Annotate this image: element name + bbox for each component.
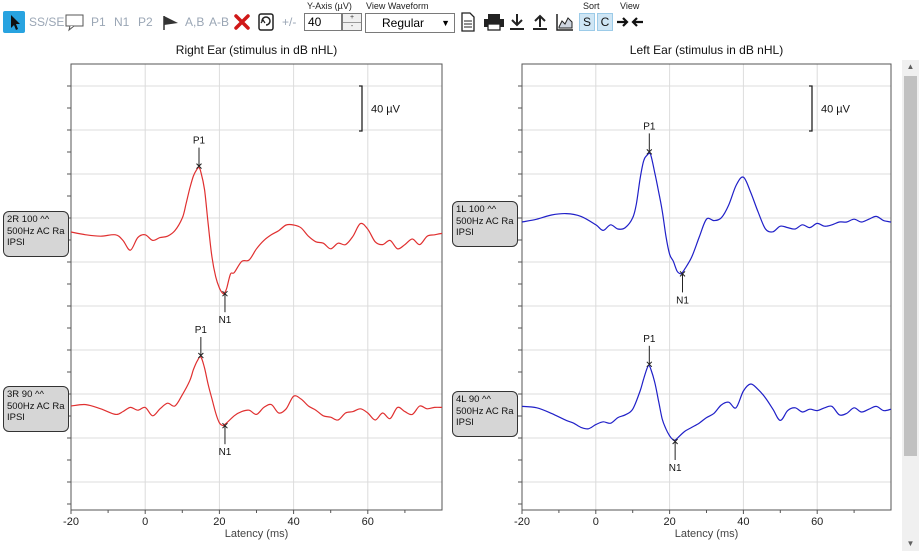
p1-marker[interactable] [646, 149, 653, 155]
sort-c-button[interactable]: C [597, 13, 613, 31]
p1-marker-label: P1 [643, 334, 656, 345]
sort-label: Sort [583, 1, 600, 11]
trace-label-line: IPSI [7, 237, 25, 248]
plot-frame [521, 63, 892, 511]
comment-icon[interactable] [64, 12, 86, 32]
n1-marker[interactable] [222, 290, 228, 297]
trace-label-1l[interactable]: 1L 100 ^^ 500Hz AC Ra IPSI [452, 201, 518, 247]
area-chart-icon[interactable] [555, 12, 575, 32]
refresh-icon[interactable] [256, 11, 276, 33]
waveform-trace-4l[interactable] [521, 364, 892, 441]
ss-se-button[interactable]: SS/SE [29, 15, 65, 29]
select-tool-button[interactable] [3, 11, 25, 33]
n1-marker-label: N1 [219, 315, 232, 326]
trace-label-2r[interactable]: 2R 100 ^^ 500Hz AC Ra IPSI [3, 211, 69, 257]
trace-label-line: 4L 90 ^^ [456, 394, 491, 405]
trace-label-line: 500Hz AC Ra [7, 400, 65, 412]
y-axis-label: Y-Axis (µV) [307, 1, 352, 11]
plus-minus-button[interactable]: +/- [282, 15, 297, 29]
p1-marker-label: P1 [643, 121, 656, 132]
n1-marker-label: N1 [669, 463, 682, 474]
p1-marker-label: P1 [195, 325, 208, 336]
cursor-icon [11, 15, 20, 30]
ab-comma-button[interactable]: A,B [185, 15, 205, 29]
y-axis-spinner[interactable]: + - [342, 13, 362, 31]
scale-bar-label: 40 µV [371, 104, 401, 116]
arrows-in-icon[interactable] [616, 15, 644, 29]
dropdown-arrow-icon: ▼ [441, 18, 450, 28]
x-axis-label: Latency (ms) [675, 528, 739, 540]
document-icon[interactable] [460, 12, 476, 32]
spin-down-icon[interactable]: - [350, 23, 354, 30]
p1-marker[interactable] [196, 163, 202, 169]
chart-title: Left Ear (stimulus in dB nHL) [630, 43, 783, 57]
p1-marker[interactable] [197, 352, 204, 359]
x-tick-label: -20 [63, 516, 79, 528]
upload-icon[interactable] [531, 12, 549, 32]
scale-bar [809, 85, 813, 132]
view-waveform-value: Regular [382, 16, 425, 30]
n1-marker[interactable] [672, 438, 678, 445]
scale-bar-label: 40 µV [821, 104, 851, 116]
x-tick-label: 40 [737, 516, 749, 528]
p2-marker-button[interactable]: P2 [138, 15, 153, 29]
vertical-scrollbar[interactable]: ▲ ▼ [902, 60, 919, 551]
x-tick-label: 20 [663, 516, 675, 528]
x-tick-label: 0 [142, 516, 148, 528]
trace-label-line: IPSI [456, 417, 474, 428]
scale-bar [359, 85, 363, 132]
flag-icon[interactable] [162, 12, 180, 32]
trace-label-line: 500Hz AC Ra [456, 215, 514, 227]
view-label: View [620, 1, 640, 11]
waveform-trace-2r[interactable] [70, 166, 443, 295]
x-axis-label: Latency (ms) [225, 528, 289, 540]
x-tick-label: -20 [514, 516, 530, 528]
delete-icon[interactable] [233, 13, 251, 31]
scrollbar-thumb[interactable] [904, 76, 917, 456]
n1-marker-button[interactable]: N1 [114, 15, 130, 29]
plot-frame [70, 63, 443, 511]
view-waveform-select[interactable]: Regular ▼ [365, 13, 455, 33]
sort-s-button[interactable]: S [579, 13, 595, 31]
trace-label-4l[interactable]: 4L 90 ^^ 500Hz AC Ra IPSI [452, 391, 518, 437]
ab-minus-button[interactable]: A-B [209, 15, 230, 29]
download-icon[interactable] [508, 12, 526, 32]
n1-marker[interactable] [222, 422, 228, 429]
trace-label-line: 1L 100 ^^ [456, 204, 497, 215]
view-waveform-label: View Waveform [366, 1, 429, 11]
waveform-area: Right Ear (stimulus in dB nHL) -20 0 20 40 60… [63, 43, 892, 540]
toolbar: SS/SE P1 N1 P2 A,B A-B +/- Y-Axis (µV) 4… [0, 0, 919, 38]
y-axis-input[interactable]: 40 [304, 13, 342, 31]
scroll-up-icon[interactable]: ▲ [906, 62, 915, 71]
waveform-trace-3r[interactable] [70, 356, 443, 427]
trace-label-3r[interactable]: 3R 90 ^^ 500Hz AC Ra IPSI [3, 386, 69, 432]
scroll-down-icon[interactable]: ▼ [906, 539, 915, 548]
p1-marker[interactable] [646, 361, 653, 368]
right-ear-chart: Right Ear (stimulus in dB nHL) -20 0 20 40 60… [63, 43, 443, 540]
x-tick-label: 40 [287, 516, 299, 528]
trace-label-line: 500Hz AC Ra [7, 225, 65, 237]
x-tick-label: 60 [362, 516, 374, 528]
left-ear-chart: Left Ear (stimulus in dB nHL) -20 0 20 40 60 L… [514, 43, 892, 540]
n1-marker[interactable] [679, 271, 686, 277]
spin-up-icon[interactable]: + [343, 14, 361, 23]
x-tick-label: 20 [213, 516, 225, 528]
trace-label-line: 3R 90 ^^ [7, 389, 44, 400]
x-tick-label: 0 [593, 516, 599, 528]
trace-label-line: IPSI [456, 227, 474, 238]
p1-marker-button[interactable]: P1 [91, 15, 106, 29]
chart-title: Right Ear (stimulus in dB nHL) [176, 43, 337, 57]
trace-label-line: 2R 100 ^^ [7, 214, 50, 225]
waveform-trace-1l[interactable] [521, 152, 892, 275]
print-icon[interactable] [483, 12, 505, 32]
n1-marker-label: N1 [676, 295, 689, 306]
trace-label-line: 500Hz AC Ra [456, 405, 514, 417]
p1-marker-label: P1 [193, 136, 206, 147]
trace-label-line: IPSI [7, 412, 25, 423]
n1-marker-label: N1 [219, 447, 232, 458]
x-tick-label: 60 [811, 516, 823, 528]
